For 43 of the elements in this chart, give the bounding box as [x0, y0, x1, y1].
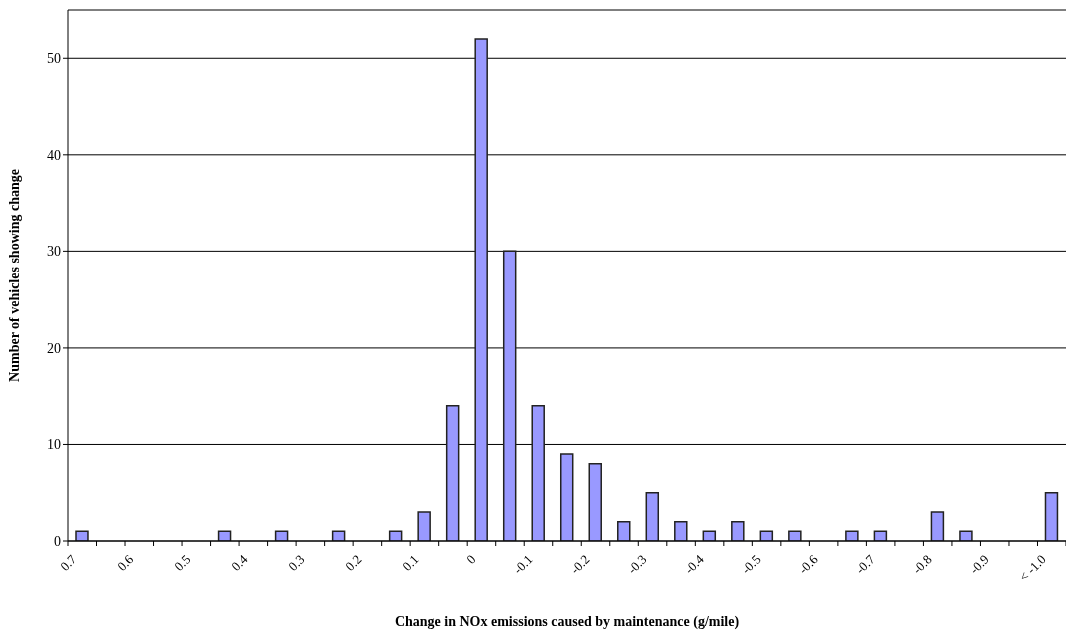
x-tick-label: -0.4	[681, 551, 707, 577]
x-tick-label: -0.7	[852, 551, 879, 577]
bar	[930, 511, 945, 541]
x-tick-label: 0.2	[342, 551, 365, 574]
bar	[731, 520, 745, 541]
bar	[474, 38, 488, 541]
bar	[788, 530, 802, 541]
y-tick-label: 20	[47, 340, 61, 356]
bar	[1044, 491, 1059, 541]
x-tick-label: 0.6	[114, 551, 137, 574]
bar	[645, 491, 660, 541]
x-tick-label: 0.3	[285, 551, 308, 574]
y-tick-label: 50	[47, 51, 61, 67]
x-tick-label: -0.2	[567, 551, 593, 577]
x-tick-label: 0.5	[171, 551, 194, 574]
bar	[588, 463, 602, 541]
x-tick-label: -0.1	[510, 551, 536, 577]
x-tick-label: 0.1	[399, 551, 422, 574]
x-tick-label: 0.4	[228, 551, 251, 574]
y-tick-label: 10	[47, 437, 61, 453]
bar	[845, 530, 859, 541]
bar	[559, 453, 574, 541]
x-axis-title: Change in NOx emissions caused by maintenance (g/mile)	[394, 614, 740, 630]
x-tick-label: -0.3	[624, 551, 650, 577]
bar	[674, 520, 688, 541]
bar	[617, 520, 631, 541]
x-tick-label: -0.8	[909, 551, 935, 577]
x-tick-label: -0.6	[795, 551, 822, 577]
x-tick-label: < -1.0	[1016, 551, 1049, 585]
y-tick-label: 0	[54, 533, 61, 549]
bar	[502, 250, 517, 541]
x-tick-label: 0	[463, 551, 479, 567]
bar	[959, 530, 973, 541]
bar	[445, 405, 460, 541]
bar	[531, 405, 545, 541]
bar	[75, 530, 89, 541]
x-tick-label: 0.7	[57, 551, 80, 574]
y-tick-label: 30	[47, 244, 61, 260]
y-axis-title: Number of vehicles showing change	[6, 169, 22, 382]
y-tick-label: 40	[47, 147, 61, 163]
bar	[417, 511, 431, 541]
x-tick-label: -0.9	[966, 551, 992, 577]
x-tick-label: -0.5	[738, 551, 764, 577]
